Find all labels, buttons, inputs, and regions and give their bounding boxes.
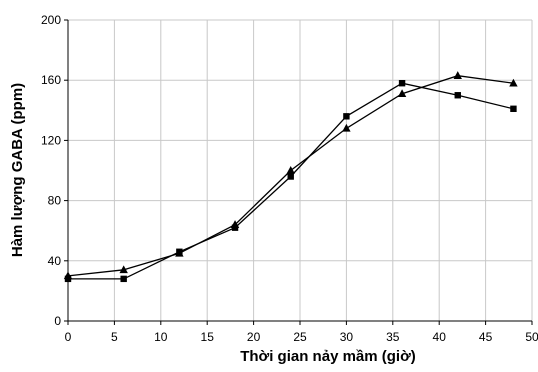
x-tick-label: 5 [111,330,118,344]
data-point-triangle [342,123,351,132]
data-point-triangle [453,71,462,79]
data-point-square [510,105,517,112]
x-tick-label: 35 [386,330,400,344]
data-point-square [343,113,350,120]
y-axis-ticks: 0 40 80 120 160 200 [41,13,68,328]
data-point-triangle [175,248,184,257]
y-tick-label: 0 [54,314,61,328]
x-tick-label: 10 [154,330,168,344]
y-tick-label: 160 [41,73,61,87]
data-point-triangle [63,271,73,280]
y-axis-title: Hàm lượng GABA (ppm) [9,83,26,257]
x-tick-label: 25 [293,330,307,344]
data-point-square [398,80,406,87]
y-tick-label: 200 [41,13,61,27]
x-tick-label: 15 [201,330,215,344]
data-point-triangle [397,89,407,98]
x-tick-label: 45 [479,330,493,344]
x-axis-title: Thời gian nảy mầm (giờ) [240,348,416,365]
x-tick-label: 0 [65,330,72,344]
data-point-triangle [230,220,240,228]
series-markers [63,71,518,283]
data-point-square [120,275,127,283]
data-point-square [287,173,294,180]
x-tick-label: 30 [340,330,354,344]
series-line-1 [68,82,514,280]
grid [67,19,533,322]
data-point-triangle [509,78,518,87]
data-point-triangle [119,265,128,274]
y-tick-label: 80 [48,194,62,208]
x-tick-label: 20 [247,330,261,344]
data-point-square [454,92,461,99]
x-tick-label: 40 [433,330,447,344]
x-axis-ticks: 0 5 10 15 20 25 30 35 40 45 50 [65,321,538,344]
x-tick-label: 50 [525,330,538,344]
y-tick-label: 40 [48,254,62,268]
data-point-triangle [286,166,295,174]
y-tick-label: 120 [41,133,61,147]
